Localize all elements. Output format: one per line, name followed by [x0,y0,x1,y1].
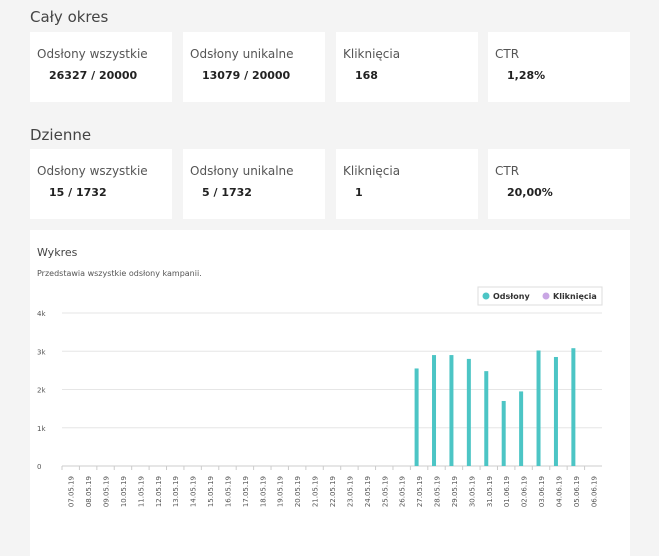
stat-card: Odsłony unikalne 5 / 1732 [183,149,325,219]
x-tick-label: 08.05.19 [85,476,93,507]
chart-title: Wykres [37,246,78,259]
stat-value: 26327 / 20000 [49,69,138,82]
bar [536,350,541,466]
bar [553,356,558,466]
legend: Odsłony Kliknięcia [477,286,603,306]
stat-label: Odsłony wszystkie [37,47,148,61]
stat-value: 15 / 1732 [49,186,107,199]
stat-value: 168 [355,69,378,82]
stat-value: 1,28% [507,69,546,82]
legend-box [477,286,603,306]
stat-value: 13079 / 20000 [202,69,291,82]
x-tick-label: 06.06.19 [590,476,598,507]
x-tick-label: 26.05.19 [399,476,407,507]
bar [432,355,437,466]
x-tick-label: 16.05.19 [224,476,232,507]
bar [571,348,576,466]
stat-label: CTR [495,47,520,61]
chart: Wykres Przedstawia wszystkie odsłony kamp… [37,246,603,507]
x-tick-label: 22.05.19 [329,476,337,507]
x-tick-label: 30.05.19 [468,476,476,507]
bar [466,358,471,466]
stat-value: 20,00% [507,186,553,199]
legend-swatch [542,292,550,300]
x-tick-label: 04.06.19 [555,476,563,507]
x-tick-label: 29.05.19 [451,476,459,507]
stat-card: Odsłony unikalne 13079 / 20000 [183,32,325,102]
stat-label: Odsłony wszystkie [37,164,148,178]
x-tick-label: 28.05.19 [434,476,442,507]
x-tick-label: 13.05.19 [172,476,180,507]
stat-label: Odsłony unikalne [190,164,294,178]
x-tick-label: 11.05.19 [137,476,145,507]
x-tick-label: 14.05.19 [190,476,198,507]
x-tick-label: 01.06.19 [503,476,511,507]
chart-subtitle: Przedstawia wszystkie odsłony kampanii. [37,269,202,278]
x-tick-label: 18.05.19 [259,476,267,507]
x-tick-label: 19.05.19 [277,476,285,507]
stat-card: CTR 20,00% [488,149,630,219]
x-tick-label: 23.05.19 [346,476,354,507]
x-tick-label: 17.05.19 [242,476,250,507]
stat-card: Kliknięcia 168 [336,32,478,102]
chart-card: Wykres Przedstawia wszystkie odsłony kamp… [30,230,630,556]
stat-card: Kliknięcia 1 [336,149,478,219]
section-title: Cały okres [30,8,109,26]
stat-value: 1 [355,186,363,199]
x-tick-label: 15.05.19 [207,476,215,507]
x-tick-label: 25.05.19 [381,476,389,507]
x-tick-label: 02.06.19 [521,476,529,507]
x-tick-label: 27.05.19 [416,476,424,507]
legend-swatch [482,292,490,300]
stat-label: Kliknięcia [343,47,401,61]
x-tick-label: 20.05.19 [294,476,302,507]
stat-card: Odsłony wszystkie 26327 / 20000 [30,32,172,102]
stat-label: Odsłony unikalne [190,47,294,61]
y-tick-label: 2k [37,387,46,395]
x-tick-label: 24.05.19 [364,476,372,507]
x-tick-label: 05.06.19 [573,476,581,507]
bar [414,368,419,466]
x-tick-label: 09.05.19 [103,476,111,507]
legend-label: Kliknięcia [553,292,597,301]
y-tick-label: 0 [37,463,41,471]
x-tick-label: 12.05.19 [155,476,163,507]
x-tick-label: 31.05.19 [486,476,494,507]
y-tick-label: 4k [37,310,46,318]
stat-value: 5 / 1732 [202,186,252,199]
stat-label: CTR [495,164,520,178]
x-tick-label: 07.05.19 [68,476,76,507]
stat-card: Odsłony wszystkie 15 / 1732 [30,149,172,219]
x-tick-label: 10.05.19 [120,476,128,507]
bar [449,355,454,466]
y-tick-label: 3k [37,348,46,356]
bar [484,371,489,466]
stat-card: CTR 1,28% [488,32,630,102]
x-tick-label: 21.05.19 [312,476,320,507]
section-title: Dzienne [30,126,92,144]
stat-label: Kliknięcia [343,164,401,178]
bar [501,400,506,466]
y-tick-label: 1k [37,425,46,433]
legend-label: Odsłony [493,292,530,301]
bar [519,391,524,466]
x-tick-label: 03.06.19 [538,476,546,507]
